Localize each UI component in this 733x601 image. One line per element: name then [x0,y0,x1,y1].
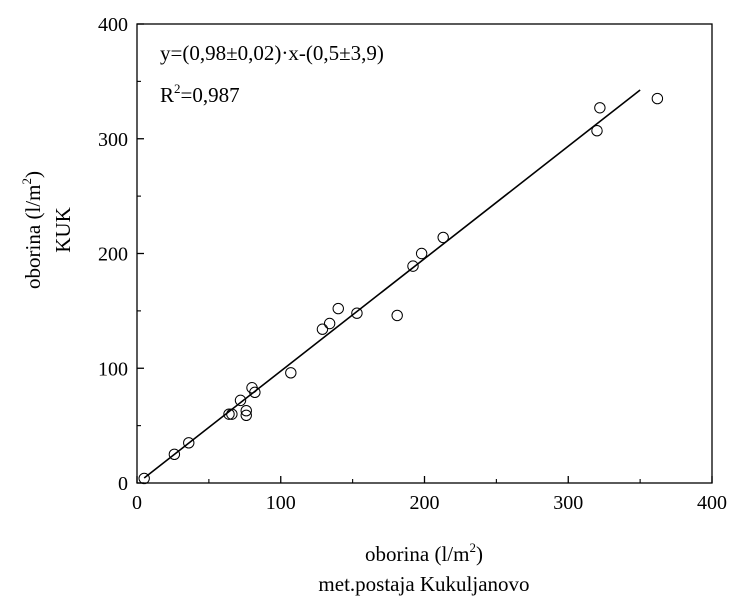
x-tick-label: 400 [697,492,727,514]
data-point [415,247,428,260]
y-axis-label: oborina (l/m2) [19,171,45,289]
data-point [183,437,195,449]
equation-annotation: y=(0,98±0,02)·x-(0,5±3,9) [160,41,384,65]
data-point [407,260,419,272]
data-point [168,448,181,461]
y-tick-label: 300 [98,129,128,151]
data-point [651,92,664,105]
data-point [591,125,603,137]
data-point [234,394,247,407]
data-point [391,309,403,322]
regression-line-group [143,89,641,479]
axis-ticks: 0 100 200 300 400 0 100 200 300 400 [98,14,727,514]
data-points [138,92,664,485]
x-tick-label: 100 [266,492,296,514]
y-tick-label: 100 [98,358,128,380]
data-point [226,408,238,420]
data-point [316,323,329,335]
data-point [437,231,449,244]
data-point [138,472,150,485]
y-tick-label: 200 [98,244,128,266]
data-point [285,367,297,379]
data-point [240,405,252,417]
y-tick-label: 400 [98,14,128,36]
data-point [323,317,336,330]
regression-line [143,89,641,479]
x-tick-label: 200 [410,492,440,514]
data-point [351,307,363,319]
data-point [594,102,606,114]
r-squared-annotation: R2=0,987 [160,81,240,107]
y-axis-label-line2: KUK [51,207,75,253]
x-axis-label: oborina (l/m2) [365,540,483,566]
data-point [332,302,344,315]
data-point [249,386,261,399]
x-axis-label-line2: met.postaja Kukuljanovo [318,572,529,596]
y-tick-label: 0 [118,473,128,495]
x-tick-label: 300 [553,492,583,514]
data-point [223,408,235,420]
data-point [240,409,252,421]
x-tick-label: 0 [132,492,142,514]
